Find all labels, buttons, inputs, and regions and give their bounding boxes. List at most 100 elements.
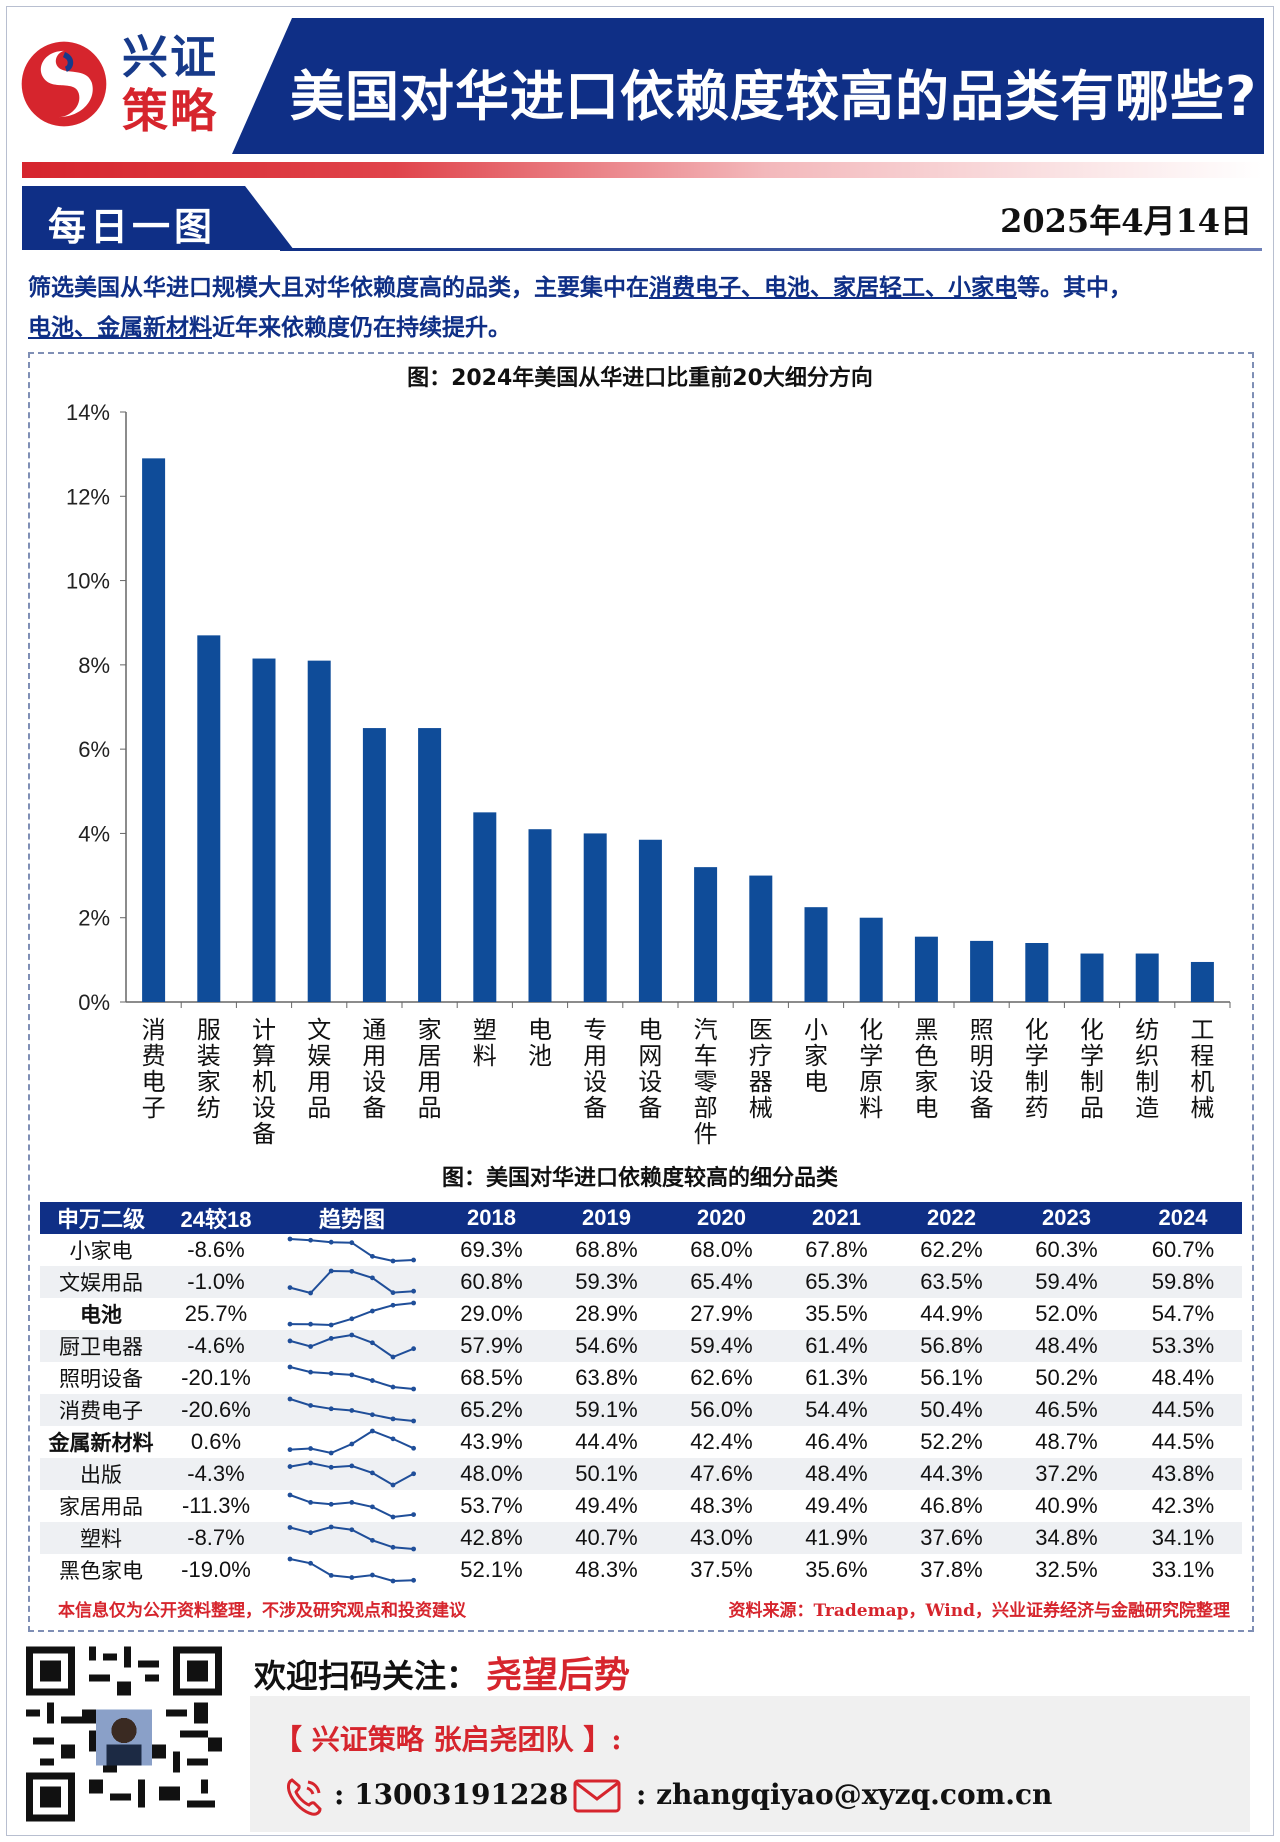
year-value: 68.0% xyxy=(690,1237,753,1262)
year-value: 35.6% xyxy=(805,1557,868,1582)
year-value: 40.7% xyxy=(549,1522,664,1554)
sparkline-point xyxy=(349,1499,355,1505)
y-tick-label: 6% xyxy=(78,737,110,762)
sparkline-point xyxy=(308,1530,313,1536)
phone-number[interactable]: : 13003191228 xyxy=(334,1778,569,1811)
x-tick-label: 电网设备 xyxy=(638,1016,662,1122)
email-address[interactable]: : zhangqiyao@xyzq.com.cn xyxy=(636,1778,1053,1811)
logo-line2: 策略 xyxy=(122,84,218,138)
year-value: 56.8% xyxy=(894,1330,1009,1362)
year-value: 65.4% xyxy=(664,1266,779,1298)
table-row: 家居用品 -11.3% 53.7% 49.4% 48.3% 49.4% 46.8% 40.9%… xyxy=(40,1490,1242,1522)
table-row: 塑料 -8.7% 42.8% 40.7% 43.0% 41.9% 37.6% 34.8% 34.… xyxy=(40,1522,1242,1554)
trend-cell xyxy=(270,1458,434,1490)
row-change: -8.7% xyxy=(162,1522,270,1554)
sparkline-point xyxy=(390,1514,396,1520)
row-name: 厨卫电器 xyxy=(40,1330,162,1362)
year-value: 44.4% xyxy=(575,1429,638,1454)
year-value: 37.6% xyxy=(894,1522,1009,1554)
row-change: -19.0% xyxy=(181,1557,251,1582)
year-value: 59.3% xyxy=(549,1266,664,1298)
sparkline-point xyxy=(390,1436,396,1442)
col-header: 2022 xyxy=(894,1202,1009,1234)
table-row: 电池 25.7% 29.0% 28.9% 27.9% 35.5% 44.9% 52.0% 54.… xyxy=(40,1298,1242,1330)
sparkline-point xyxy=(390,1578,396,1584)
x-tick-label: 照明设备 xyxy=(970,1016,994,1122)
sparkline-point xyxy=(411,1445,416,1451)
year-value: 52.0% xyxy=(1035,1301,1098,1326)
sparkline-point xyxy=(370,1275,375,1281)
bar-家居用品 xyxy=(418,728,442,1002)
lead-highlight1: 消费电子、电池、家居轻工、小家电 xyxy=(649,275,1017,301)
sparkline-point xyxy=(370,1572,375,1578)
welcome-text: 欢迎扫码关注： xyxy=(254,1657,479,1695)
year-value: 37.8% xyxy=(920,1557,983,1582)
sparkline xyxy=(287,1524,416,1552)
year-value: 48.4% xyxy=(1009,1330,1124,1362)
table-row: 金属新材料 0.6% 43.9% 44.4% 42.4% 46.4% 52.2% 48.7% 4… xyxy=(40,1426,1242,1458)
sparkline-point xyxy=(390,1482,396,1488)
sparkline-point xyxy=(390,1354,396,1360)
year-value: 42.4% xyxy=(690,1429,753,1454)
bar-纺织制造 xyxy=(1135,953,1159,1002)
row-change: -20.1% xyxy=(181,1365,251,1390)
sparkline-point xyxy=(308,1290,313,1296)
sparkline-point xyxy=(287,1525,293,1530)
brand-name: 尧望后势 xyxy=(486,1654,631,1696)
bar-照明设备 xyxy=(970,940,994,1002)
x-tick-label: 化学制药 xyxy=(1025,1016,1049,1122)
x-tick-label: 医疗器械 xyxy=(749,1016,773,1122)
sparkline-point xyxy=(370,1504,375,1510)
contact-box xyxy=(250,1696,1250,1832)
lead-paragraph: 筛选美国从华进口规模大且对华依赖度高的品类，主要集中在消费电子、电池、家居轻工、… xyxy=(28,268,1258,348)
red-divider xyxy=(22,162,1262,178)
trend-cell xyxy=(270,1298,434,1330)
mail-icon xyxy=(573,1779,621,1813)
year-value: 50.2% xyxy=(1035,1365,1098,1390)
bar-塑料 xyxy=(473,812,497,1002)
content-panel xyxy=(28,352,1254,1632)
year-value: 44.5% xyxy=(1151,1429,1215,1454)
year-value: 59.8% xyxy=(1124,1266,1242,1298)
x-tick-label: 专用设备 xyxy=(583,1016,607,1122)
phone-icon xyxy=(287,1778,322,1816)
trend-cell xyxy=(270,1426,434,1458)
year-value: 69.3% xyxy=(460,1237,523,1262)
data-source: 资料来源：Trademap，Wind，兴业证券经济与金融研究院整理 xyxy=(728,1601,1230,1621)
year-value: 56.1% xyxy=(920,1365,983,1390)
year-value: 61.3% xyxy=(805,1365,868,1390)
title-banner: 美国对华进口依赖度较高的品类有哪些? xyxy=(232,18,1264,154)
year-value: 46.8% xyxy=(920,1493,983,1518)
year-value: 62.6% xyxy=(690,1365,753,1390)
table-title: 图：美国对华进口依赖度较高的细分品类 xyxy=(441,1166,838,1191)
x-tick-label: 化学原料 xyxy=(859,1016,883,1122)
year-value: 48.0% xyxy=(434,1458,549,1490)
sparkline-point xyxy=(390,1384,396,1390)
chart-title: 图：2024年美国从华进口比重前20大细分方向 xyxy=(407,366,873,391)
year-value: 40.9% xyxy=(1035,1493,1098,1518)
table-row: 照明设备 -20.1% 68.5% 63.8% 62.6% 61.3% 56.1% 50.2%… xyxy=(40,1362,1242,1394)
sparkline-point xyxy=(370,1308,375,1314)
sparkline-point xyxy=(370,1428,375,1434)
sparkline-point xyxy=(349,1527,355,1533)
bar-消费电子 xyxy=(142,458,166,1002)
col-header: 24较18 xyxy=(162,1202,270,1234)
year-value: 61.4% xyxy=(779,1330,894,1362)
page-frame xyxy=(6,6,1274,1836)
sparkline xyxy=(287,1460,416,1488)
year-value: 54.4% xyxy=(779,1394,894,1426)
bar-黑色家电 xyxy=(914,936,938,1002)
trend-cell xyxy=(270,1554,434,1586)
y-tick-label: 4% xyxy=(78,821,110,846)
year-value: 42.8% xyxy=(434,1522,549,1554)
sparkline-point xyxy=(328,1268,334,1274)
year-value: 59.4% xyxy=(664,1330,779,1362)
year-value: 44.5% xyxy=(1124,1394,1242,1426)
report-date: 2025年4月14日 xyxy=(1000,202,1252,240)
row-name: 塑料 xyxy=(40,1522,162,1554)
year-value: 59.1% xyxy=(549,1394,664,1426)
sparkline-point xyxy=(349,1268,355,1274)
lead-highlight2: 电池、金属新材料 xyxy=(28,315,212,341)
bar-电网设备 xyxy=(638,839,662,1002)
lead-part1: 筛选美国从华进口规模大且对华依赖度高的品类，主要集中在 xyxy=(28,275,649,301)
